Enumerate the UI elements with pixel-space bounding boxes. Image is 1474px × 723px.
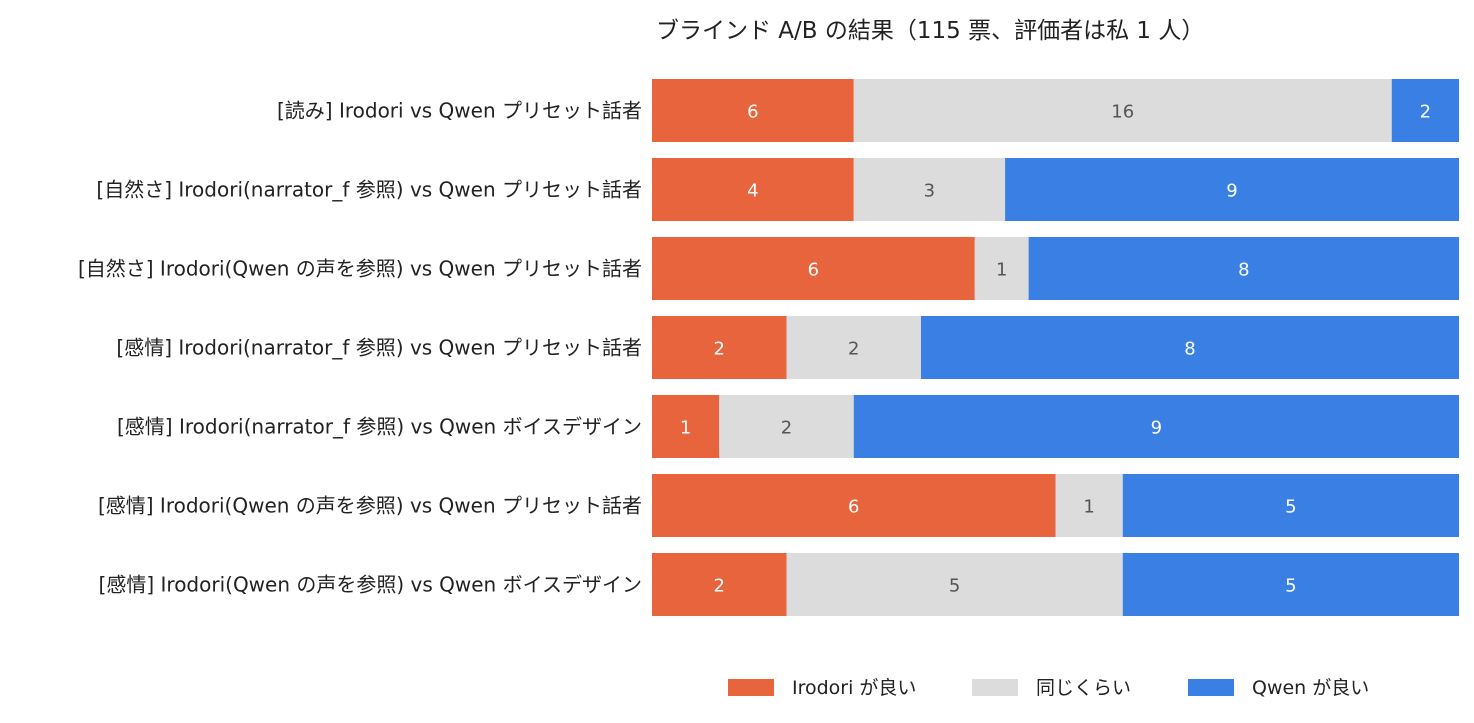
category-label: [読み] Irodori vs Qwen プリセット話者 (277, 99, 642, 123)
bar-value-label: 8 (1184, 339, 1195, 360)
bars-layer: 6 16 24 3 96 1 82 2 81 2 96 1 52 5 5 (652, 79, 1459, 616)
legend-label: Qwen が良い (1252, 677, 1369, 699)
category-label: [感情] Irodori(narrator_f 参照) vs Qwen ボイスデ… (117, 415, 642, 439)
bar-segment (1122, 553, 1459, 616)
bar-value-label: 4 (747, 181, 758, 202)
bar-segment (652, 79, 854, 142)
bar-segment (652, 553, 787, 616)
chart-title: ブラインド A/B の結果（115 票、評価者は私 1 人） (656, 18, 1204, 44)
legend-label: 同じくらい (1036, 677, 1131, 699)
category-label: [感情] Irodori(narrator_f 参照) vs Qwen プリセッ… (116, 336, 642, 360)
category-label: [自然さ] Irodori(Qwen の声を参照) vs Qwen プリセット話… (78, 257, 642, 281)
bar-value-label: 9 (1151, 418, 1162, 439)
bar-value-label: 2 (1420, 102, 1431, 123)
bar-value-label: 1 (680, 418, 691, 439)
bar-segment (921, 316, 1459, 379)
bar-value-label: 2 (714, 576, 725, 597)
bar-segment (853, 79, 1392, 142)
bar-segment (786, 316, 921, 379)
category-labels: [読み] Irodori vs Qwen プリセット話者 [自然さ] Irodor… (78, 99, 642, 597)
bar-value-label: 9 (1226, 181, 1237, 202)
category-label: [感情] Irodori(Qwen の声を参照) vs Qwen ボイスデザイン (99, 573, 642, 597)
bar-value-label: 5 (1285, 497, 1296, 518)
bar-value-label: 5 (949, 576, 960, 597)
bar-segment (1391, 79, 1459, 142)
bar-segment (853, 395, 1459, 458)
bar-segment (1122, 474, 1459, 537)
bar-segment (652, 237, 975, 300)
bar-segment (652, 474, 1056, 537)
bar-value-label: 6 (848, 497, 859, 518)
bar-value-label: 2 (781, 418, 792, 439)
bar-value-label: 1 (996, 260, 1007, 281)
legend: Irodori が良い 同じくらい Qwen が良い (728, 677, 1369, 699)
bar-value-label: 6 (808, 260, 819, 281)
bar-value-label: 2 (848, 339, 859, 360)
bar-value-label: 2 (714, 339, 725, 360)
legend-swatch (1188, 679, 1234, 696)
bar-segment (853, 158, 1006, 221)
legend-label: Irodori が良い (792, 677, 916, 699)
legend-swatch (728, 679, 774, 696)
bar-segment (652, 158, 854, 221)
bar-value-label: 16 (1111, 102, 1134, 123)
bar-segment (719, 395, 854, 458)
bar-segment (652, 316, 787, 379)
bar-value-label: 8 (1238, 260, 1249, 281)
bar-value-label: 1 (1083, 497, 1094, 518)
category-label: [感情] Irodori(Qwen の声を参照) vs Qwen プリセット話者 (98, 494, 642, 518)
bar-value-label: 3 (924, 181, 935, 202)
bar-segment (1055, 474, 1123, 537)
bar-value-label: 6 (747, 102, 758, 123)
legend-swatch (972, 679, 1018, 696)
category-label: [自然さ] Irodori(narrator_f 参照) vs Qwen プリセ… (96, 178, 642, 202)
bar-segment (1028, 237, 1459, 300)
bar-segment (786, 553, 1123, 616)
bar-segment (1005, 158, 1459, 221)
bar-segment (974, 237, 1029, 300)
bar-segment (652, 395, 720, 458)
bar-value-label: 5 (1285, 576, 1296, 597)
